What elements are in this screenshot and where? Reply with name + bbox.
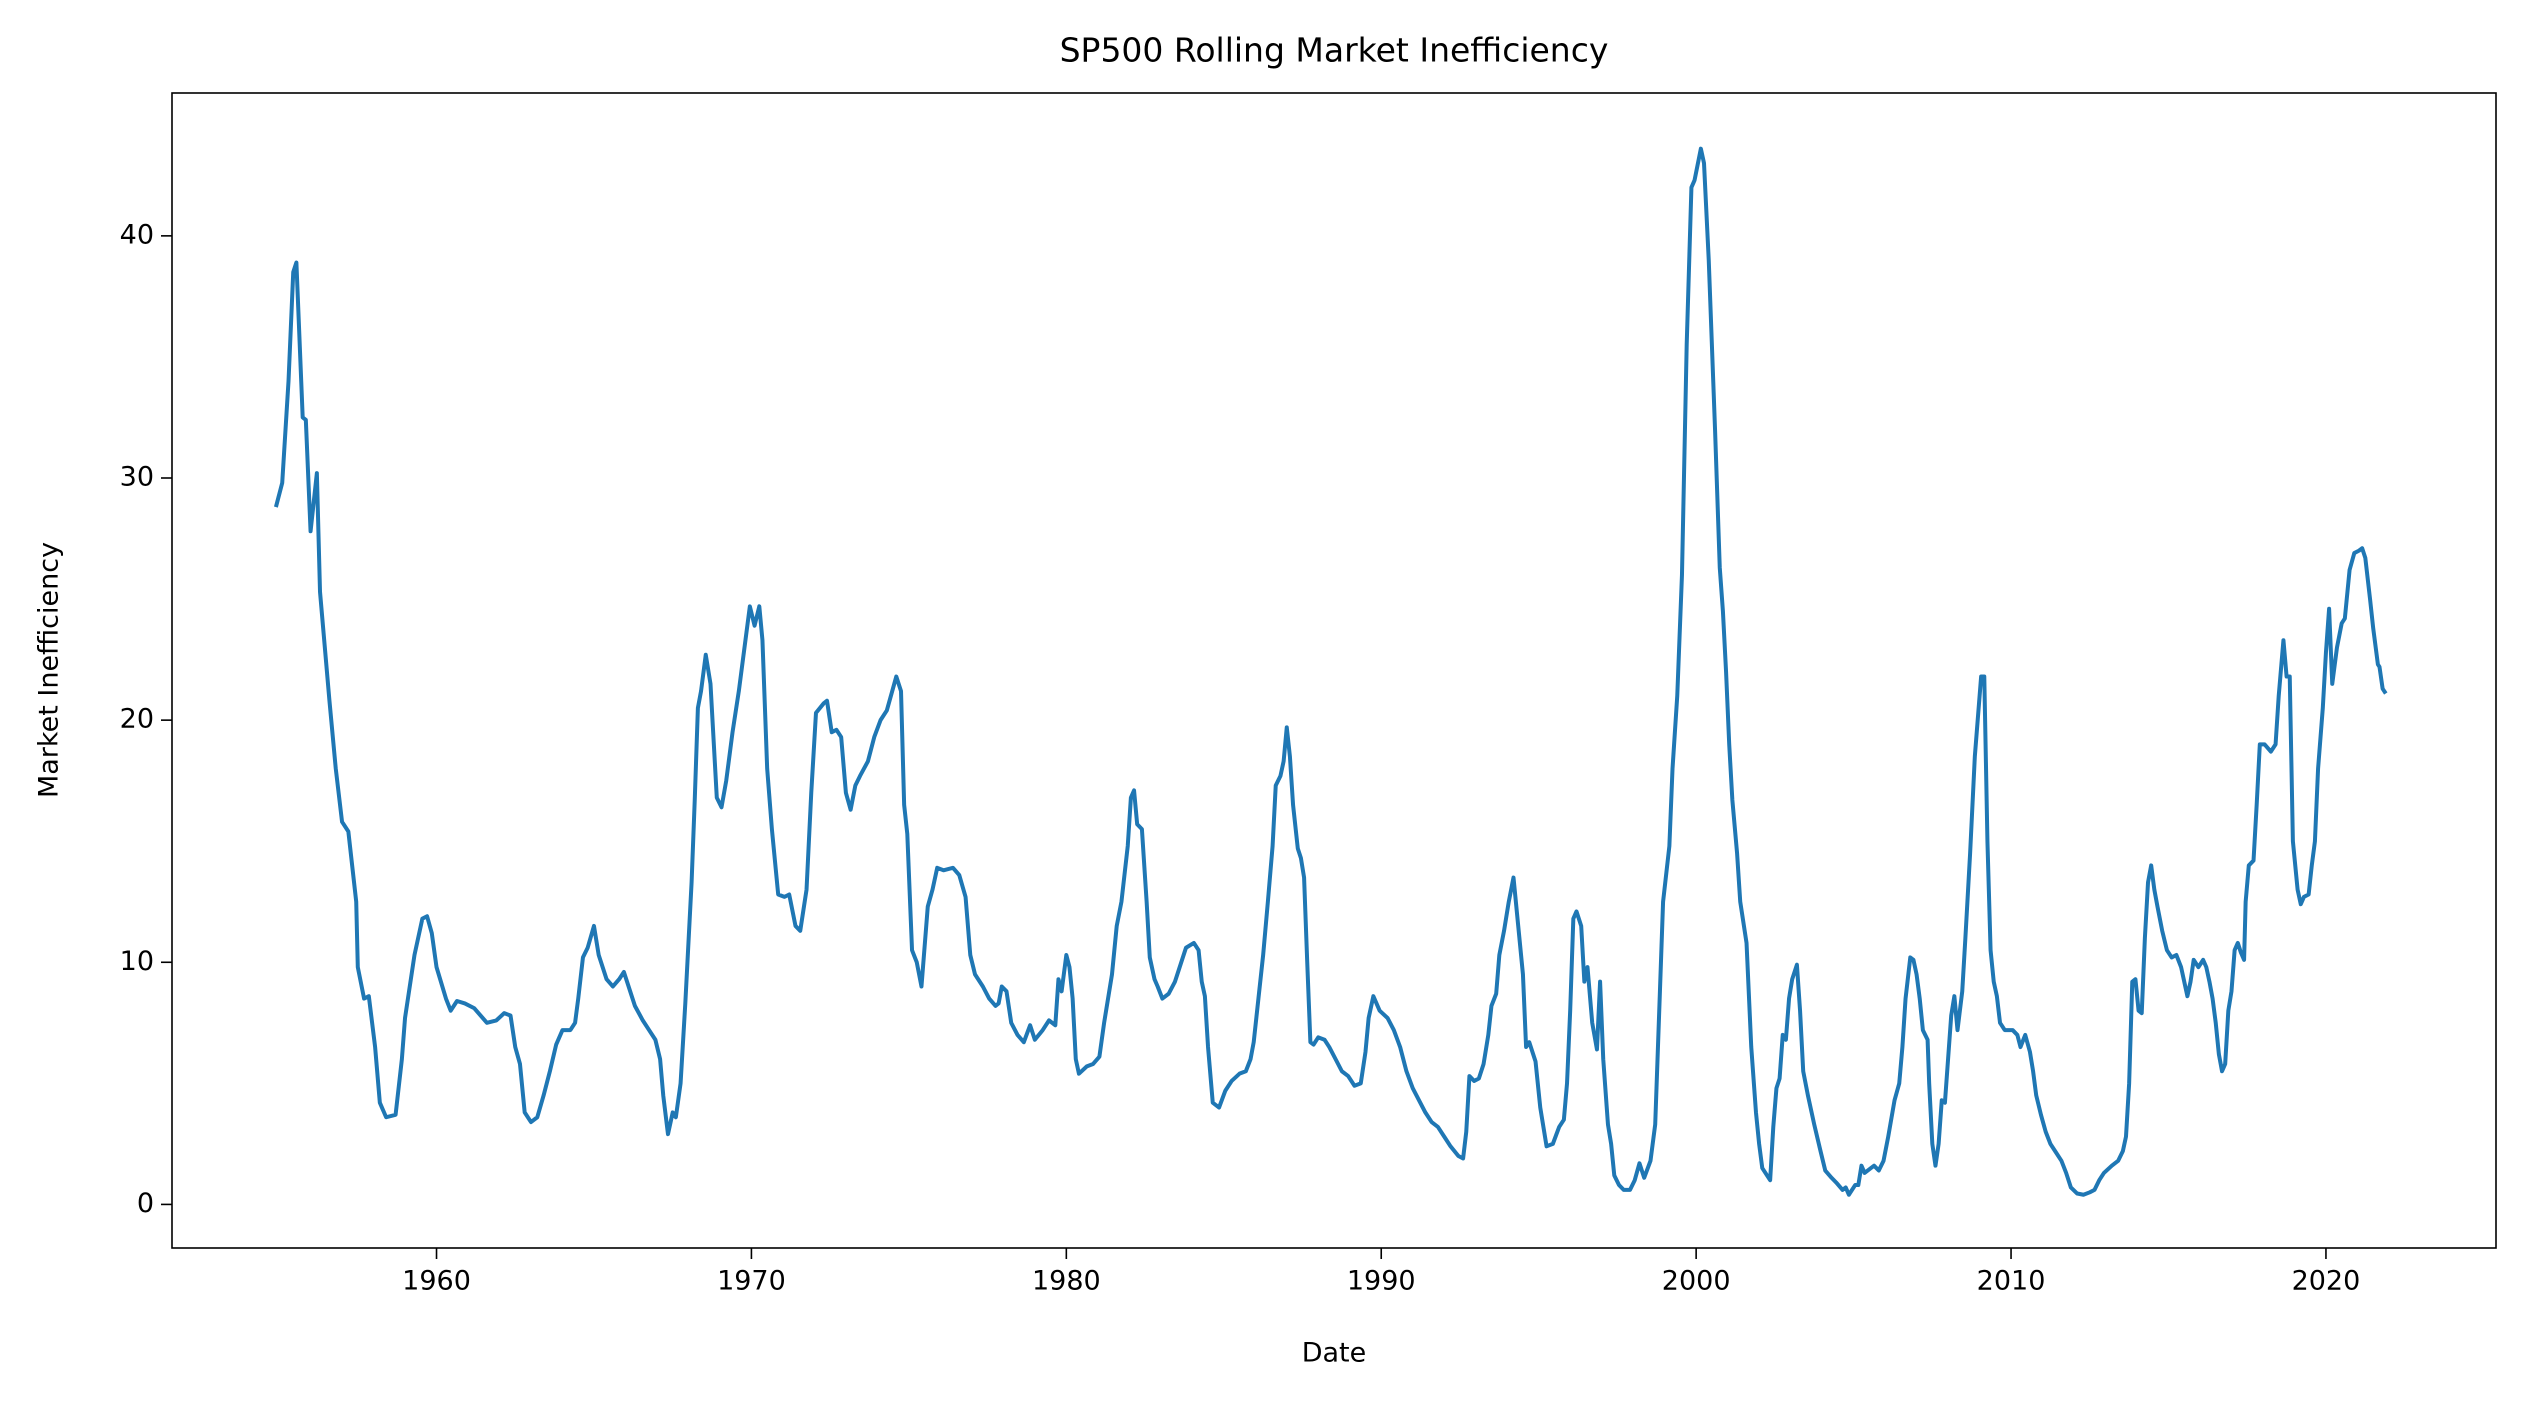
y-tick-label: 10	[120, 946, 154, 977]
x-tick-label: 1960	[402, 1266, 471, 1297]
x-tick-label: 2010	[1977, 1266, 2046, 1297]
y-tick-label: 30	[120, 462, 154, 493]
chart-title: SP500 Rolling Market Inefficiency	[1060, 31, 1609, 70]
y-tick-label: 0	[137, 1188, 154, 1219]
x-tick-label: 2000	[1662, 1266, 1731, 1297]
x-tick-label: 1980	[1032, 1266, 1101, 1297]
data-line	[273, 146, 2388, 1197]
x-tick-label: 1990	[1347, 1266, 1416, 1297]
y-tick-label: 40	[120, 219, 154, 250]
plot-frame	[171, 92, 2497, 1249]
x-tick-label: 1970	[717, 1266, 786, 1297]
y-axis-label: Market Inefficiency	[34, 542, 65, 798]
x-axis-label: Date	[1302, 1338, 1367, 1369]
y-tick-label: 20	[120, 704, 154, 735]
x-tick-label: 2020	[2292, 1266, 2361, 1297]
